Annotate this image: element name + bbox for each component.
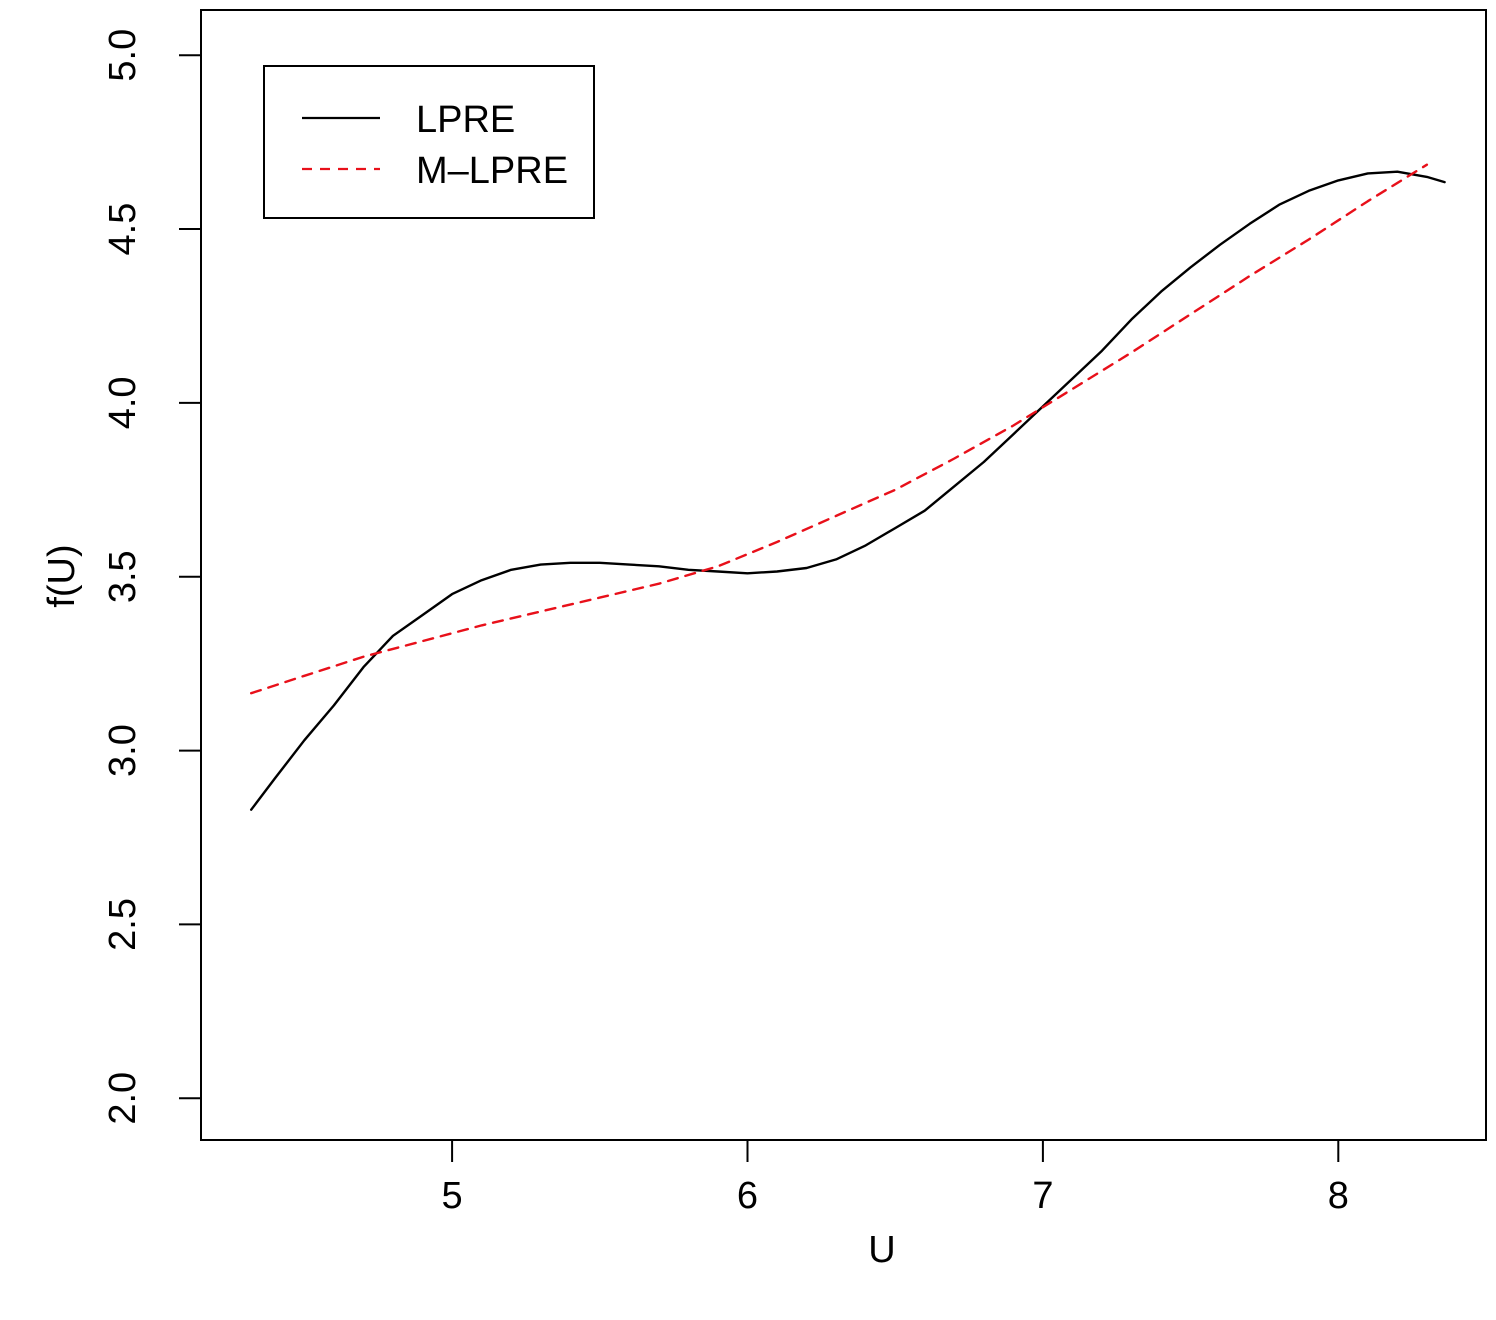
legend-box [263, 65, 595, 219]
x-tick-label: 8 [1328, 1175, 1349, 1217]
y-tick-label: 2.0 [102, 1072, 144, 1125]
y-tick-label: 5.0 [102, 29, 144, 82]
y-tick-label: 3.0 [102, 724, 144, 777]
y-tick-label: 3.5 [102, 550, 144, 603]
y-tick-label: 4.0 [102, 376, 144, 429]
y-tick-label: 2.5 [102, 898, 144, 951]
plot-frame [200, 9, 1487, 1141]
series-line-m-lpre [249, 163, 1429, 695]
legend-label-lpre: LPRE [416, 99, 515, 141]
legend: LPRE M–LPRE [263, 65, 595, 219]
x-axis: 5 6 7 8 [442, 1140, 1349, 1217]
y-axis-label: f(U) [41, 544, 83, 607]
legend-label-m-lpre: M–LPRE [416, 150, 568, 192]
series-line-lpre [249, 170, 1446, 811]
series-layer [249, 163, 1446, 811]
y-axis: 2.0 2.5 3.0 3.5 4.0 4.5 5.0 [102, 29, 201, 1125]
x-tick-label: 5 [442, 1175, 463, 1217]
x-axis-label: U [868, 1229, 895, 1271]
x-tick-label: 7 [1032, 1175, 1053, 1217]
x-tick-label: 6 [737, 1175, 758, 1217]
y-tick-label: 4.5 [102, 203, 144, 256]
